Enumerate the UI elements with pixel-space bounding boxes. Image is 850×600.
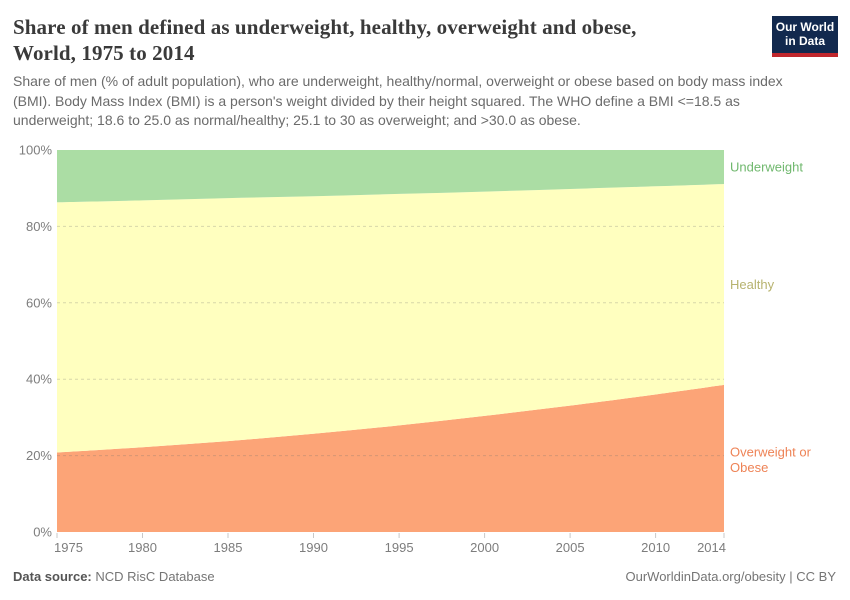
owid-logo-underline (772, 53, 838, 57)
x-tick-label-1990: 1990 (299, 540, 328, 555)
owid-logo-text-line1: Our World (775, 20, 835, 34)
owid-logo: Our World in Data (772, 16, 838, 57)
x-tick-label-2005: 2005 (556, 540, 585, 555)
page-title: Share of men defined as underweight, hea… (13, 14, 637, 66)
x-tick-label-1985: 1985 (214, 540, 243, 555)
y-tick-label-40: 40% (26, 372, 52, 387)
plot-areas (57, 150, 724, 532)
y-tick-label-20: 20% (26, 448, 52, 463)
x-tick-label-2014: 2014 (697, 540, 726, 555)
owid-logo-text-line2: in Data (784, 33, 825, 48)
y-tick-label-0: 0% (33, 525, 52, 540)
series-label-overweight-or-obese-line2: Obese (730, 460, 768, 475)
area-healthy (57, 184, 724, 453)
series-label-overweight-or-obese-line1: Overweight or (730, 445, 812, 460)
series-label-healthy: Healthy (730, 277, 775, 292)
stacked-area-chart: 0% 20% 40% 60% 80% 100% 1975 1980 1985 1990 1995 2… (0, 140, 850, 560)
x-tick-label-2010: 2010 (641, 540, 670, 555)
series-label-underweight: Underweight (730, 160, 803, 175)
x-tick-label-1980: 1980 (128, 540, 157, 555)
area-underweight (57, 150, 724, 203)
y-tick-label-80: 80% (26, 219, 52, 234)
y-axis: 0% 20% 40% 60% 80% 100% (19, 143, 53, 540)
x-tick-label-2000: 2000 (470, 540, 499, 555)
y-tick-label-100: 100% (19, 143, 53, 158)
chart-svg: 0% 20% 40% 60% 80% 100% 1975 1980 1985 1990 1995 2… (19, 143, 812, 556)
page-title-line1: Share of men defined as underweight, hea… (13, 15, 637, 39)
license-link[interactable]: OurWorldinData.org/obesity | CC BY (625, 569, 837, 584)
page-title-line2: World, 1975 to 2014 (13, 41, 195, 65)
x-tick-label-1975: 1975 (54, 540, 83, 555)
chart-subtitle: Share of men (% of adult population), wh… (13, 73, 783, 128)
data-source-value: NCD RisC Database (95, 569, 215, 584)
area-overweight-or-obese (57, 384, 724, 532)
owid-logo-box: Our World in Data (772, 16, 838, 53)
x-axis: 1975 1980 1985 1990 1995 2000 2005 2010 2014 (54, 533, 726, 555)
y-tick-label-60: 60% (26, 295, 52, 310)
data-source: Data source: NCD RisC Database (13, 569, 215, 584)
data-source-label: Data source: (13, 569, 92, 584)
x-tick-label-1995: 1995 (385, 540, 414, 555)
